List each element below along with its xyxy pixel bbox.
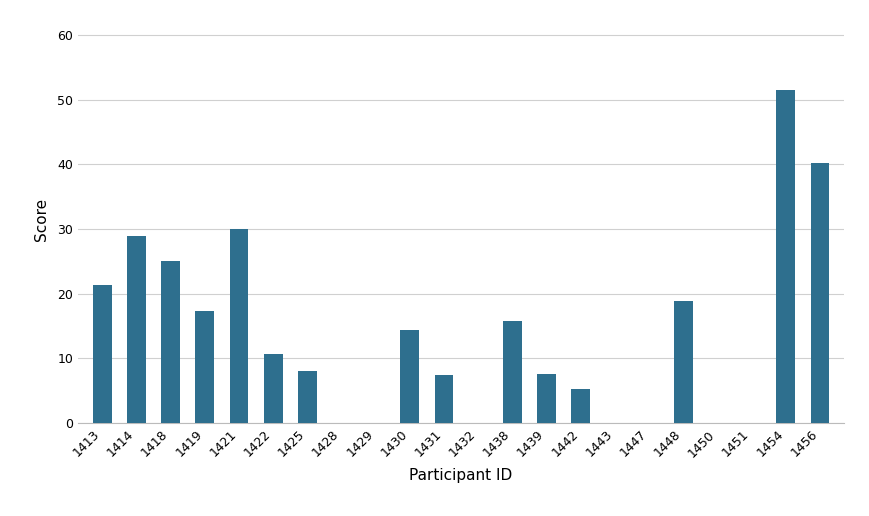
- Bar: [502, 321, 521, 423]
- Bar: [263, 354, 282, 423]
- Bar: [673, 301, 692, 423]
- Bar: [536, 374, 555, 423]
- Bar: [775, 90, 794, 423]
- Bar: [810, 163, 828, 423]
- Bar: [161, 261, 180, 423]
- Bar: [400, 330, 419, 423]
- X-axis label: Participant ID: Participant ID: [409, 468, 512, 483]
- Bar: [196, 311, 214, 423]
- Bar: [297, 370, 316, 423]
- Bar: [229, 229, 248, 423]
- Bar: [127, 236, 146, 423]
- Bar: [434, 375, 453, 423]
- Bar: [571, 390, 589, 423]
- Y-axis label: Score: Score: [34, 198, 49, 241]
- Bar: [93, 285, 111, 423]
